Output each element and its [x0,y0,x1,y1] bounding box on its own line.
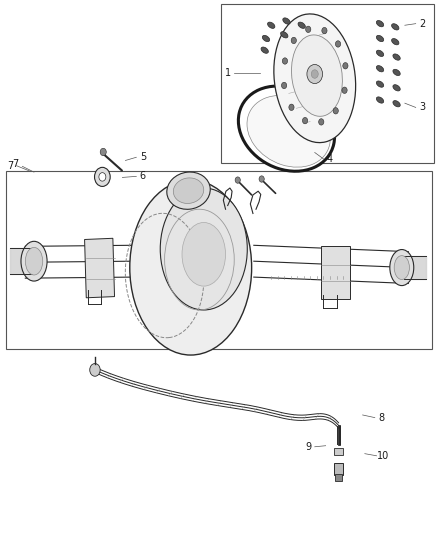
Ellipse shape [247,95,330,167]
Bar [221,4,434,163]
Ellipse shape [21,241,47,281]
Bar [85,238,114,298]
Circle shape [336,41,341,47]
Ellipse shape [376,35,384,42]
Ellipse shape [376,66,384,72]
Text: 2: 2 [419,19,425,29]
Circle shape [282,82,287,88]
Ellipse shape [281,31,288,38]
Circle shape [283,58,288,64]
Circle shape [319,119,324,125]
Text: 9: 9 [305,442,311,452]
Circle shape [303,117,307,124]
Ellipse shape [283,18,290,24]
Circle shape [95,167,110,187]
Ellipse shape [392,23,399,30]
Ellipse shape [376,97,384,103]
Ellipse shape [262,35,270,42]
Circle shape [306,26,311,33]
Text: 6: 6 [140,172,146,181]
Ellipse shape [376,21,384,27]
Ellipse shape [393,101,400,107]
Text: 7: 7 [13,159,19,169]
Ellipse shape [160,188,247,310]
Circle shape [291,37,297,44]
Circle shape [259,176,264,182]
Circle shape [307,64,322,84]
Text: 7: 7 [7,161,13,171]
Circle shape [289,104,294,110]
Ellipse shape [261,47,268,53]
Circle shape [235,177,240,183]
Ellipse shape [238,86,335,171]
Ellipse shape [394,256,410,279]
Ellipse shape [25,247,43,275]
Ellipse shape [298,22,305,28]
Ellipse shape [393,85,400,91]
Ellipse shape [393,69,400,76]
Text: 10: 10 [377,451,389,461]
Circle shape [100,148,106,156]
Bar [335,474,342,481]
Ellipse shape [274,14,356,143]
Ellipse shape [291,35,343,116]
Ellipse shape [167,172,210,209]
Bar [334,463,343,475]
Text: 1: 1 [225,68,231,78]
Circle shape [99,173,106,181]
Ellipse shape [182,222,226,286]
Ellipse shape [130,180,252,355]
Circle shape [343,62,348,69]
Text: 3: 3 [419,102,425,112]
Ellipse shape [390,249,414,286]
Circle shape [342,87,347,93]
Ellipse shape [392,38,399,45]
Ellipse shape [393,54,400,60]
Ellipse shape [173,178,204,204]
Bar [334,448,343,455]
Circle shape [322,27,327,34]
Text: 8: 8 [378,413,385,423]
Circle shape [333,108,338,114]
Text: 4: 4 [327,154,333,164]
Bar [321,246,350,299]
Bar [6,171,432,349]
Text: 5: 5 [140,152,146,162]
Circle shape [90,364,100,376]
Circle shape [311,70,318,78]
Ellipse shape [376,50,384,56]
Ellipse shape [376,81,384,87]
Ellipse shape [268,22,275,28]
